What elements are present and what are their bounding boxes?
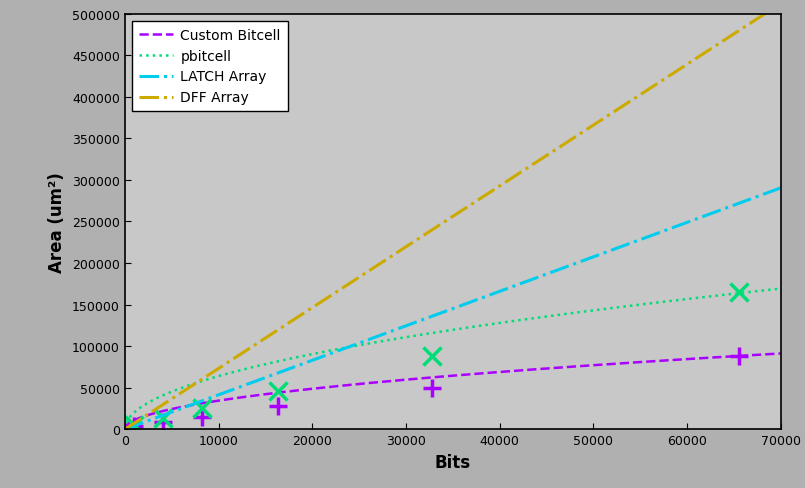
DFF Array [757,14,766,20]
Custom Bitcell [154,409,163,415]
Custom Bitcell [757,352,766,358]
Custom Bitcell [439,374,448,380]
pbitcell [120,427,130,432]
X-axis label: Bits: Bits [435,453,471,471]
Custom Bitcell [637,359,646,365]
pbitcell [637,302,646,308]
LATCH Array [637,237,646,243]
LATCH Array [776,185,786,191]
Y-axis label: Area (um²): Area (um²) [48,172,66,272]
Line: Custom Bitcell: Custom Bitcell [125,354,781,429]
LATCH Array [154,414,163,420]
LATCH Array [757,193,766,199]
DFF Array [637,92,646,98]
LATCH Array [757,192,766,198]
Line: LATCH Array: LATCH Array [125,188,781,429]
Custom Bitcell [757,352,766,358]
Legend: Custom Bitcell, pbitcell, LATCH Array, DFF Array: Custom Bitcell, pbitcell, LATCH Array, D… [132,21,287,112]
DFF Array [120,427,130,432]
pbitcell [757,288,766,294]
pbitcell [776,286,786,292]
DFF Array [757,14,766,20]
pbitcell [154,395,163,401]
Line: DFF Array: DFF Array [125,4,781,429]
LATCH Array [120,427,130,432]
LATCH Array [422,316,431,322]
pbitcell [439,328,448,334]
Line: pbitcell: pbitcell [125,289,781,429]
Custom Bitcell [120,427,130,432]
DFF Array [439,220,448,225]
pbitcell [757,288,766,294]
LATCH Array [439,309,448,315]
Custom Bitcell [422,375,431,381]
DFF Array [776,1,786,7]
DFF Array [422,231,431,237]
DFF Array [154,405,163,411]
pbitcell [422,331,431,337]
Custom Bitcell [776,351,786,357]
